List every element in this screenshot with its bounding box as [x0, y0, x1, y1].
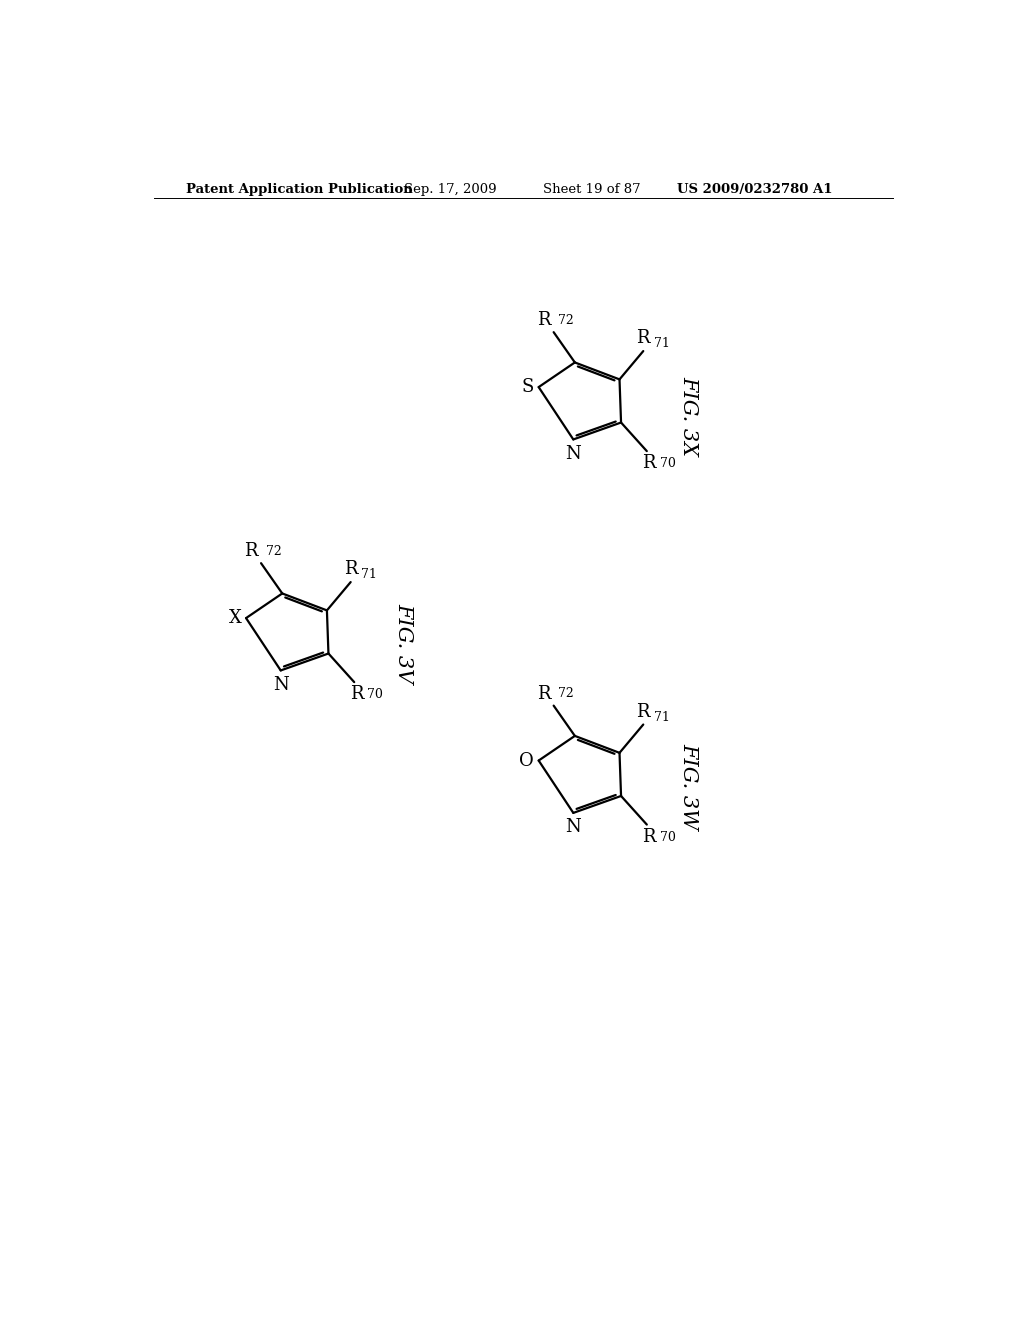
Text: R: R — [344, 560, 357, 578]
Text: R: R — [537, 685, 551, 702]
Text: S: S — [521, 378, 535, 396]
Text: 71: 71 — [654, 710, 670, 723]
Text: 72: 72 — [558, 314, 574, 327]
Text: 72: 72 — [265, 545, 282, 558]
Text: O: O — [519, 751, 535, 770]
Text: 71: 71 — [654, 338, 670, 350]
Text: R: R — [245, 543, 258, 560]
Text: FIG. 3X: FIG. 3X — [679, 376, 698, 457]
Text: R: R — [350, 685, 364, 704]
Text: R: R — [537, 312, 551, 329]
Text: FIG. 3W: FIG. 3W — [679, 743, 698, 829]
Text: 70: 70 — [659, 457, 676, 470]
Text: 70: 70 — [368, 688, 383, 701]
Text: 72: 72 — [558, 688, 574, 700]
Text: N: N — [565, 445, 582, 463]
Text: US 2009/0232780 A1: US 2009/0232780 A1 — [677, 183, 833, 197]
Text: 70: 70 — [659, 830, 676, 843]
Text: R: R — [637, 702, 650, 721]
Text: Sheet 19 of 87: Sheet 19 of 87 — [543, 183, 640, 197]
Text: 71: 71 — [361, 569, 377, 581]
Text: FIG. 3V: FIG. 3V — [394, 603, 414, 684]
Text: N: N — [565, 818, 582, 837]
Text: Sep. 17, 2009: Sep. 17, 2009 — [403, 183, 497, 197]
Text: X: X — [228, 609, 242, 627]
Text: R: R — [637, 329, 650, 347]
Text: N: N — [272, 676, 289, 694]
Text: R: R — [642, 454, 655, 473]
Text: R: R — [642, 828, 655, 846]
Text: Patent Application Publication: Patent Application Publication — [186, 183, 413, 197]
